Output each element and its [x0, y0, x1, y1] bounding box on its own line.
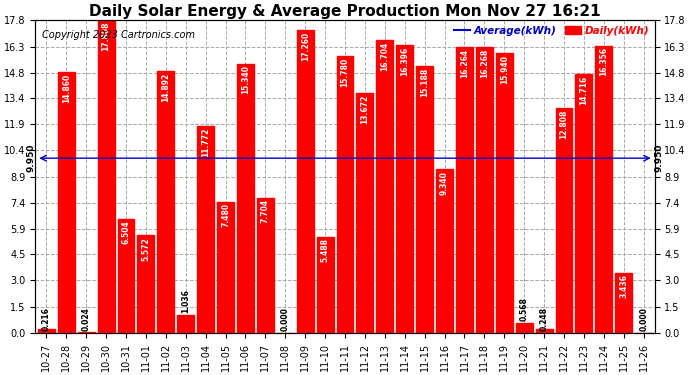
Bar — [257, 198, 274, 333]
Bar — [317, 237, 333, 333]
Text: 9.950: 9.950 — [655, 144, 664, 172]
Text: 3.436: 3.436 — [619, 274, 629, 298]
Bar — [555, 108, 573, 333]
Bar — [456, 47, 473, 333]
Bar — [297, 30, 314, 333]
Text: 7.704: 7.704 — [261, 200, 270, 223]
Text: 0.216: 0.216 — [42, 307, 51, 331]
Text: 7.480: 7.480 — [221, 203, 230, 227]
Bar — [237, 63, 254, 333]
Bar — [157, 71, 175, 333]
Bar — [476, 47, 493, 333]
Text: 15.940: 15.940 — [500, 55, 509, 84]
Text: 5.488: 5.488 — [321, 238, 330, 262]
Text: Copyright 2023 Cartronics.com: Copyright 2023 Cartronics.com — [41, 30, 195, 40]
Bar — [38, 329, 55, 333]
Text: 15.780: 15.780 — [340, 57, 350, 87]
Text: 12.808: 12.808 — [560, 110, 569, 139]
Bar — [58, 72, 75, 333]
Text: 15.340: 15.340 — [241, 65, 250, 94]
Text: 1.036: 1.036 — [181, 289, 190, 313]
Bar — [337, 56, 353, 333]
Bar — [137, 235, 155, 333]
Text: 0.568: 0.568 — [520, 297, 529, 321]
Text: 0.248: 0.248 — [540, 307, 549, 331]
Bar — [396, 45, 413, 333]
Bar — [615, 273, 632, 333]
Bar — [575, 75, 593, 333]
Text: 5.572: 5.572 — [141, 237, 150, 261]
Text: 16.396: 16.396 — [400, 47, 409, 76]
Text: 9.950: 9.950 — [26, 144, 35, 172]
Bar — [217, 201, 234, 333]
Text: 9.340: 9.340 — [440, 171, 449, 195]
Text: 11.772: 11.772 — [201, 128, 210, 157]
Bar — [97, 20, 115, 333]
Bar — [117, 219, 135, 333]
Text: 16.704: 16.704 — [380, 41, 389, 70]
Bar — [197, 126, 214, 333]
Text: 13.672: 13.672 — [360, 94, 369, 124]
Text: 16.264: 16.264 — [460, 49, 469, 78]
Bar — [376, 40, 393, 333]
Bar — [177, 315, 194, 333]
Text: 0.024: 0.024 — [81, 307, 90, 331]
Bar — [357, 93, 373, 333]
Text: 14.892: 14.892 — [161, 73, 170, 102]
Text: 0.000: 0.000 — [639, 307, 648, 331]
Text: 14.860: 14.860 — [61, 74, 71, 103]
Text: 17.260: 17.260 — [301, 32, 310, 61]
Legend: Average(kWh), Daily(kWh): Average(kWh), Daily(kWh) — [454, 26, 649, 36]
Bar — [436, 169, 453, 333]
Bar — [595, 46, 612, 333]
Bar — [535, 328, 553, 333]
Bar — [515, 323, 533, 333]
Text: 0.000: 0.000 — [281, 307, 290, 331]
Bar — [496, 53, 513, 333]
Title: Daily Solar Energy & Average Production Mon Nov 27 16:21: Daily Solar Energy & Average Production … — [89, 4, 601, 19]
Text: 6.504: 6.504 — [121, 220, 130, 244]
Text: 16.356: 16.356 — [600, 48, 609, 76]
Text: 14.716: 14.716 — [580, 76, 589, 105]
Text: 17.808: 17.808 — [101, 22, 110, 51]
Text: 16.268: 16.268 — [480, 49, 489, 78]
Text: 15.188: 15.188 — [420, 68, 429, 97]
Bar — [416, 66, 433, 333]
